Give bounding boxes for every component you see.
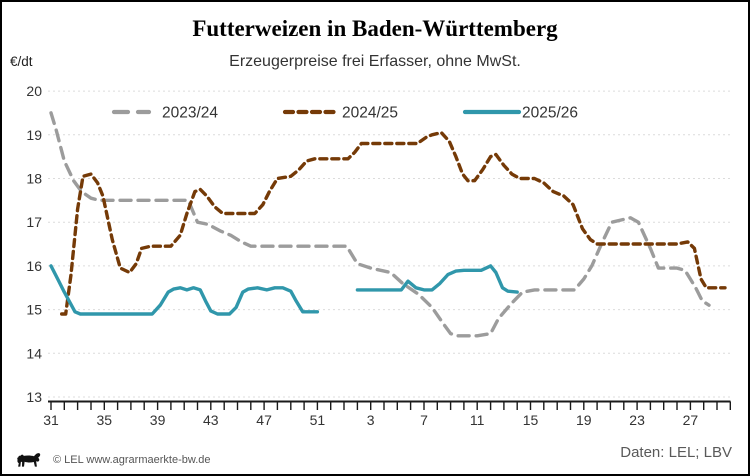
x-tick-label: 23 (629, 412, 645, 428)
x-tick-label: 43 (203, 412, 219, 428)
legend-item-2025-26: 2025/26 (462, 105, 578, 122)
y-tick-label: 18 (26, 171, 42, 187)
legend-label: 2024/25 (342, 105, 398, 122)
series-line-2025-26 (49, 264, 320, 316)
y-axis-unit-label: €/dt (10, 54, 33, 69)
y-tick-label: 20 (26, 83, 42, 99)
legend-label: 2025/26 (522, 105, 578, 122)
page-title: Futterweizen in Baden-Württemberg (192, 16, 558, 41)
series-2023-24 (49, 111, 711, 338)
footer-branding: © LEL www.agrarmaerkte-bw.de (15, 452, 211, 468)
x-tick-label: 19 (576, 412, 592, 428)
series-line-2025-26 (355, 264, 519, 294)
x-tick-label: 39 (150, 412, 166, 428)
x-tick-label: 35 (97, 412, 113, 428)
x-tick-label: 15 (523, 412, 539, 428)
data-source-text: Daten: LEL; LBV (620, 444, 732, 461)
x-tick-label: 47 (256, 412, 272, 428)
chart-subtitle: Erzeugerpreise frei Erfasser, ohne MwSt. (229, 53, 521, 70)
y-tick-label: 15 (26, 302, 42, 318)
legend-item-2023-24: 2023/24 (111, 105, 218, 122)
copyright-text: © LEL www.agrarmaerkte-bw.de (53, 454, 211, 466)
y-tick-label: 19 (26, 127, 42, 143)
legend-item-2024-25: 2024/25 (282, 105, 398, 122)
y-tick-label: 16 (26, 258, 42, 274)
x-tick-label: 31 (43, 412, 59, 428)
series-2024-25 (60, 130, 727, 316)
series-2025-26 (49, 264, 519, 316)
legend-label: 2023/24 (162, 105, 218, 122)
series-line-2023-24 (49, 111, 711, 338)
y-tick-label: 13 (26, 389, 42, 405)
bw-lion-icon (17, 453, 41, 467)
y-tick-label: 17 (26, 214, 42, 230)
series-line-2024-25 (60, 130, 727, 316)
x-tick-label: 3 (367, 412, 375, 428)
x-tick-label: 27 (683, 412, 699, 428)
y-tick-label: 14 (26, 345, 42, 361)
x-tick-label: 11 (470, 412, 485, 428)
x-tick-label: 51 (310, 412, 326, 428)
x-tick-label: 7 (420, 412, 428, 428)
